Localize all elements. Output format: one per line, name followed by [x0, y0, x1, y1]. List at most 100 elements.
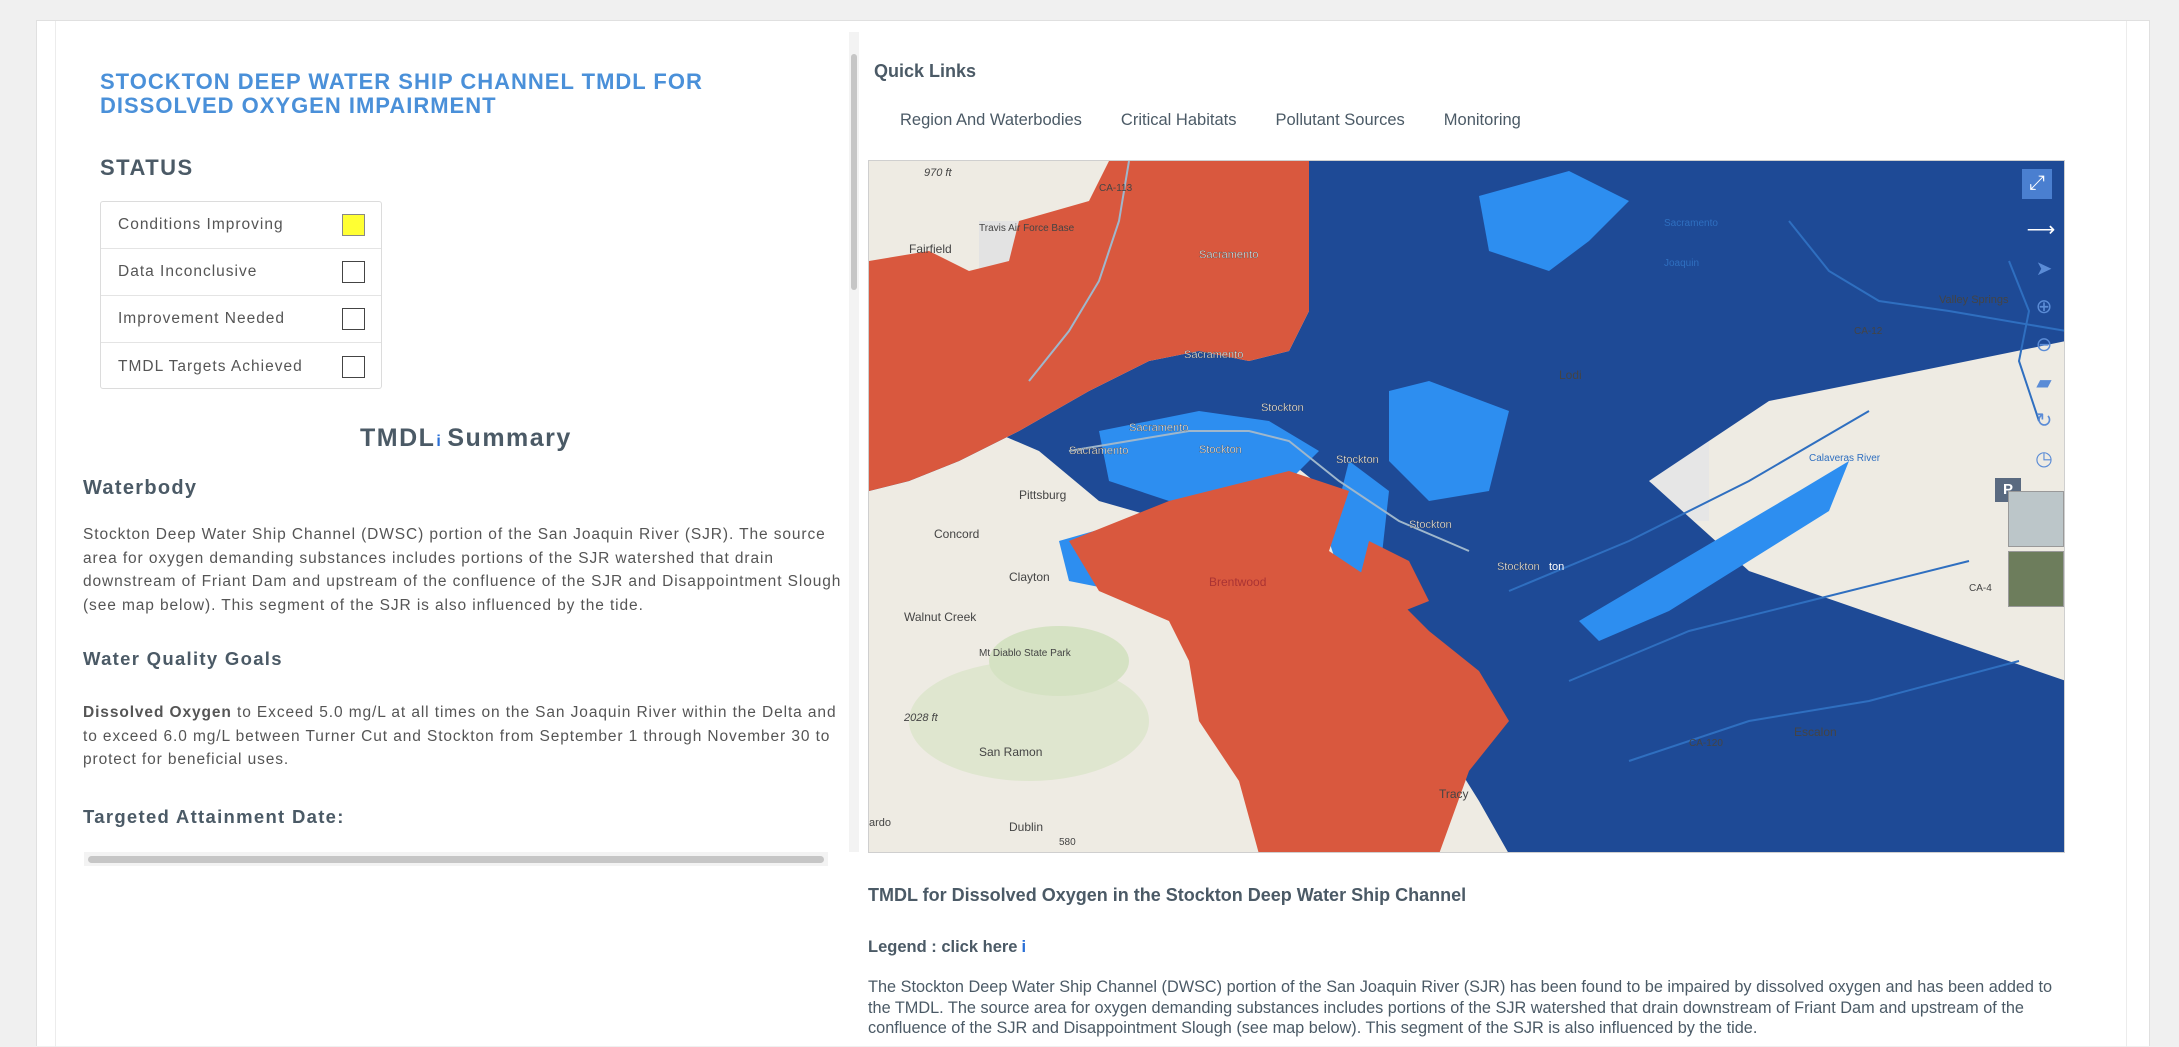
map-label: Brentwood	[1209, 575, 1266, 589]
dissolved-oxygen-label: Dissolved Oxygen	[83, 704, 232, 721]
map-label: Stockton	[1336, 454, 1379, 466]
map-label: CA-12	[1854, 326, 1883, 337]
quick-link-critical-habitats[interactable]: Critical Habitats	[1120, 111, 1237, 129]
highway-line	[1028, 161, 1130, 382]
map-label: Pittsburg	[1019, 488, 1066, 502]
basemap-thumbnail-street[interactable]	[2008, 491, 2064, 547]
status-label: TMDL Targets Achieved	[118, 357, 303, 375]
river-line	[1508, 410, 1870, 592]
map-label: Valley Springs	[1939, 294, 2009, 306]
info-icon[interactable]: i	[436, 433, 443, 450]
expand-icon[interactable]: ⤢	[2022, 169, 2052, 199]
map-label: Stockton	[1261, 402, 1304, 414]
status-item-data-inconclusive: Data Inconclusive	[101, 249, 381, 296]
scrollbar-thumb[interactable]	[88, 856, 824, 863]
basemap-thumbnail-satellite[interactable]	[2008, 551, 2064, 607]
map-label: Dublin	[1009, 820, 1043, 834]
map-label: Sacramento	[1199, 249, 1258, 261]
quick-link-monitoring[interactable]: Monitoring	[1443, 111, 1521, 129]
map-label: Mt Diablo State Park	[979, 648, 1072, 659]
zoom-in-icon[interactable]: ⊕	[2035, 296, 2053, 318]
map-label: 2028 ft	[903, 712, 939, 724]
map-zone-light-blue	[1579, 461, 1849, 641]
status-item-tmdl-targets-achieved: TMDL Targets Achieved	[101, 343, 381, 390]
map-label: Walnut Creek	[904, 610, 977, 624]
left-panel-horizontal-scrollbar[interactable]	[84, 852, 828, 866]
map-zone-red	[1069, 471, 1509, 852]
map-label: Stockton	[1199, 444, 1242, 456]
map-title: TMDL for Dissolved Oxygen in the Stockto…	[868, 885, 1467, 905]
map-label: Clayton	[1009, 570, 1050, 584]
zoom-out-icon[interactable]: ⊖	[2035, 334, 2053, 356]
status-legend: Conditions Improving Data Inconclusive I…	[100, 201, 382, 389]
map-label: Sacramento	[1069, 445, 1128, 457]
ruler-icon[interactable]: ▰	[2036, 372, 2052, 394]
map-zone-red	[869, 161, 1309, 491]
quick-link-region-and-waterbodies[interactable]: Region And Waterbodies	[900, 111, 1082, 129]
scrollbar-thumb[interactable]	[851, 54, 857, 290]
info-icon[interactable]: i	[1021, 938, 1027, 956]
left-panel-vertical-scrollbar[interactable]	[849, 32, 859, 852]
tmdl-summary-suffix: Summary	[447, 424, 572, 452]
water-quality-goals-heading: Water Quality Goals	[83, 648, 283, 669]
content-container	[55, 21, 2127, 1047]
status-checkbox	[342, 308, 365, 330]
refresh-icon[interactable]: ↻	[2035, 410, 2053, 432]
map-label: Calaveras River	[1809, 453, 1881, 464]
status-checkbox	[342, 261, 365, 283]
status-item-conditions-improving: Conditions Improving	[101, 202, 381, 249]
map-zone-red	[1359, 541, 1429, 621]
water-quality-goals-text: Dissolved Oxygen to Exceed 5.0 mg/L at a…	[83, 701, 843, 772]
legend-link[interactable]: Legend : click here i	[868, 938, 1026, 957]
map-label: Escalon	[1794, 725, 1837, 739]
map-label: Fairfield	[909, 242, 952, 256]
map-label: Sacramento	[1184, 349, 1243, 361]
map-label: ton	[1549, 561, 1564, 573]
quick-links-heading: Quick Links	[874, 61, 977, 81]
quick-link-pollutant-sources[interactable]: Pollutant Sources	[1275, 111, 1405, 129]
map-label: 970 ft	[924, 167, 952, 179]
river-line	[1568, 560, 1970, 682]
arrow-right-icon[interactable]: ⟶	[2018, 219, 2064, 241]
map-label: Stockton	[1409, 519, 1452, 531]
status-checkbox	[342, 355, 365, 378]
status-label: Data Inconclusive	[118, 263, 258, 280]
map-label: ardo	[869, 817, 891, 829]
clock-icon[interactable]: ◷	[2035, 448, 2053, 470]
highway-line	[1068, 430, 1470, 552]
map-label: Travis Air Force Base	[979, 223, 1075, 234]
tmdl-summary-heading: TMDL i Summary	[360, 424, 572, 453]
page-title: STOCKTON DEEP WATER SHIP CHANNEL TMDL FO…	[100, 69, 703, 118]
attainment-date-heading: Targeted Attainment Date:	[83, 806, 345, 827]
map-description: The Stockton Deep Water Ship Channel (DW…	[868, 978, 2053, 1037]
map-label: Concord	[934, 527, 979, 541]
status-label: Improvement Needed	[118, 310, 286, 327]
map-label: Lodi	[1559, 368, 1582, 382]
map-view[interactable]: Fairfield Travis Air Force Base Sacramen…	[868, 160, 2065, 853]
map-label: Joaquin	[1664, 258, 1699, 269]
status-item-improvement-needed: Improvement Needed	[101, 296, 381, 343]
tmdl-summary-prefix: TMDL	[360, 424, 436, 452]
map-label: San Ramon	[979, 745, 1042, 759]
river-line	[2008, 260, 2040, 422]
legend-label[interactable]: Legend : click here	[868, 938, 1018, 956]
map-label: Sacramento	[1664, 218, 1718, 229]
pointer-icon[interactable]: ➤	[2035, 258, 2053, 280]
park-area	[989, 626, 1129, 696]
map-label: Stockton	[1497, 561, 1540, 573]
map-labels: Fairfield Travis Air Force Base Sacramen…	[869, 167, 2009, 848]
quick-links-nav: Region And Waterbodies Critical Habitats…	[900, 111, 1560, 130]
map-label: 580	[1059, 837, 1076, 848]
status-heading: STATUS	[100, 155, 194, 180]
map-label: Tracy	[1439, 787, 1469, 801]
waterbody-heading: Waterbody	[83, 477, 198, 499]
map-label: CA-120	[1689, 738, 1723, 749]
map-canvas[interactable]: Fairfield Travis Air Force Base Sacramen…	[869, 161, 2065, 853]
map-label: Sacramento	[1129, 422, 1188, 434]
map-zone-light-blue	[1389, 381, 1509, 501]
status-label: Conditions Improving	[118, 216, 284, 233]
water-quality-goals-body: to Exceed 5.0 mg/L at all times on the S…	[83, 704, 837, 768]
map-label: CA-113	[1099, 183, 1133, 194]
map-label: CA-4	[1969, 583, 1992, 594]
map-zone-light-blue	[1479, 171, 1629, 271]
